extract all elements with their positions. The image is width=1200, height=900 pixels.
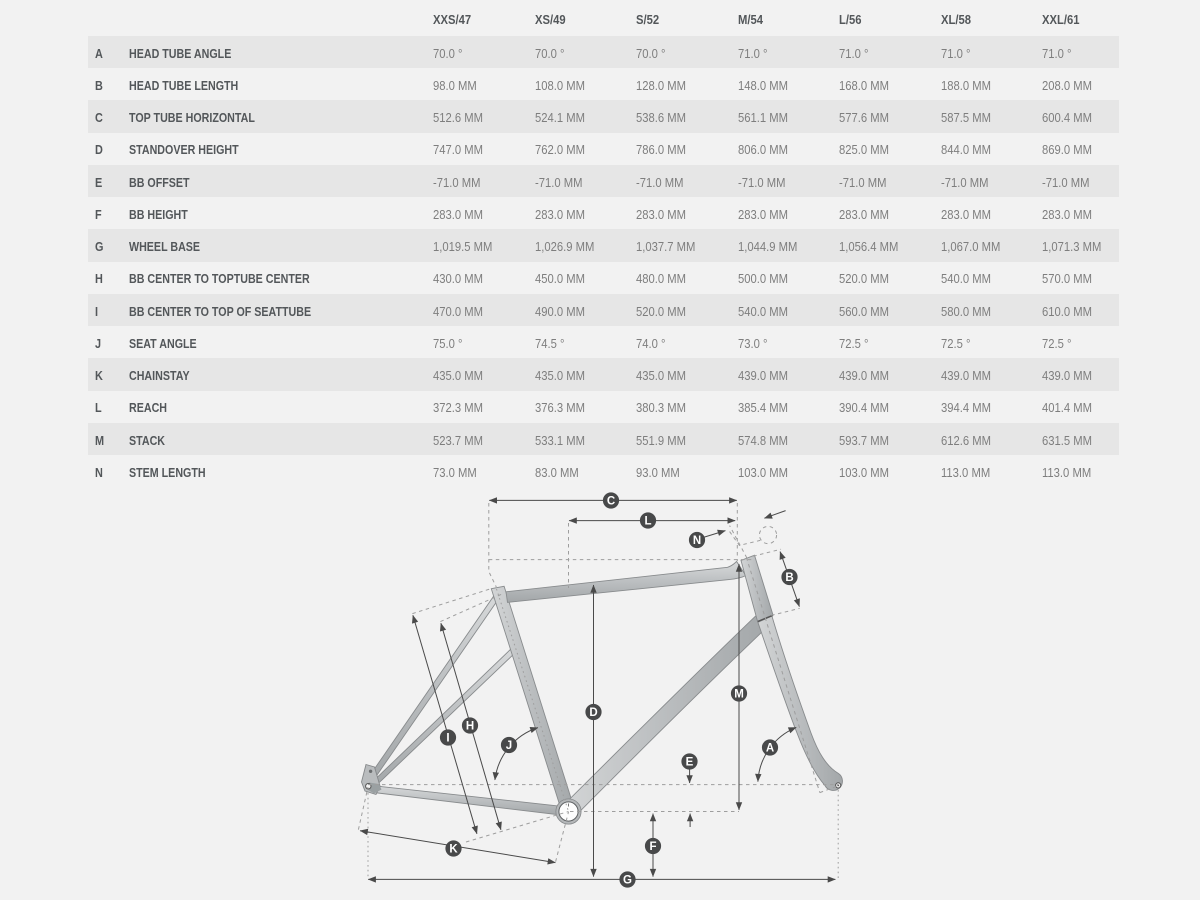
svg-text:G: G [623, 875, 632, 887]
svg-text:I: I [446, 733, 449, 745]
svg-text:B: B [785, 572, 793, 584]
svg-text:J: J [506, 740, 512, 752]
svg-text:L: L [644, 516, 651, 528]
svg-text:E: E [686, 757, 694, 769]
svg-text:D: D [589, 707, 597, 719]
svg-text:C: C [607, 496, 615, 508]
svg-text:F: F [649, 841, 656, 853]
svg-text:N: N [693, 535, 701, 547]
svg-text:A: A [766, 743, 774, 755]
svg-text:M: M [734, 689, 744, 701]
svg-text:H: H [466, 721, 474, 733]
svg-text:K: K [449, 844, 458, 856]
